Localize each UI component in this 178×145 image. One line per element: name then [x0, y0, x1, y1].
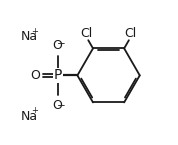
Text: O: O [31, 69, 40, 82]
Text: O: O [52, 99, 62, 112]
Text: O: O [52, 39, 62, 52]
Text: Na: Na [21, 109, 38, 123]
Text: −: − [57, 39, 66, 49]
Text: P: P [54, 68, 62, 82]
Text: +: + [31, 106, 38, 115]
Text: Cl: Cl [124, 27, 137, 40]
Text: −: − [57, 101, 66, 111]
Text: +: + [31, 27, 38, 36]
Text: Cl: Cl [81, 27, 93, 40]
Text: Na: Na [21, 30, 38, 43]
